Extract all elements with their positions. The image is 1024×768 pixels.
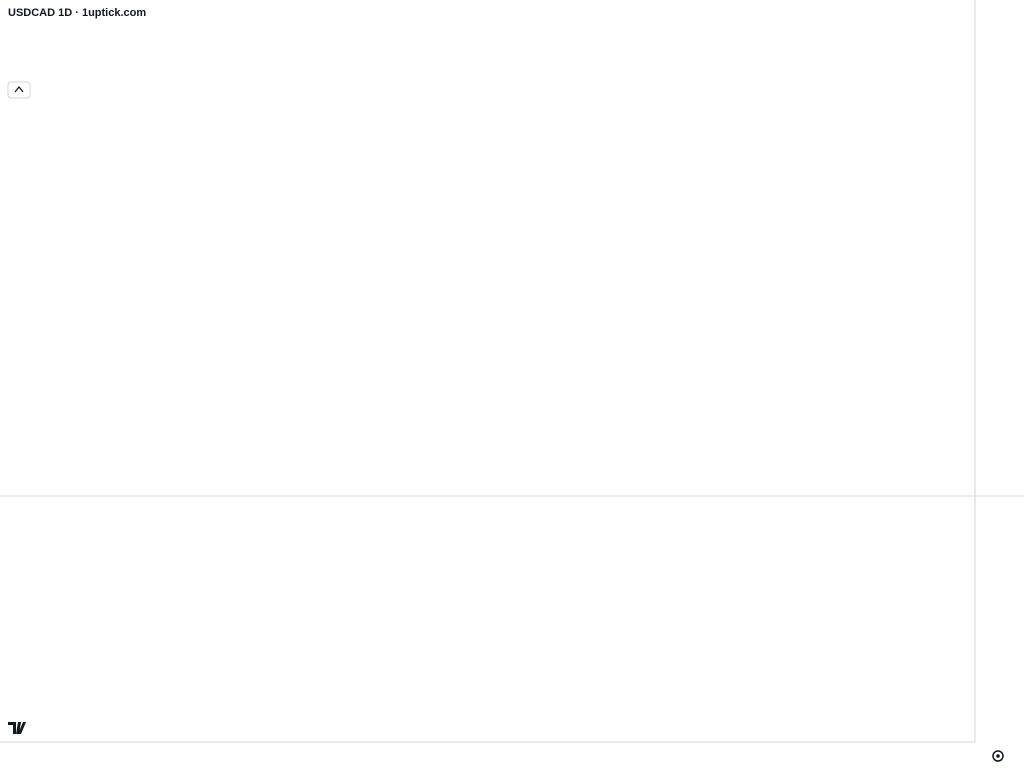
settings-icon[interactable] (992, 750, 1004, 762)
collapse-button[interactable] (7, 81, 31, 99)
logo (8, 722, 26, 734)
collapse-icon (14, 85, 24, 93)
gear-hub (996, 754, 1000, 758)
logo-mark (8, 722, 26, 734)
chart-title: USDCAD 1D · 1uptick.com (8, 7, 146, 19)
gear[interactable] (992, 750, 1004, 762)
